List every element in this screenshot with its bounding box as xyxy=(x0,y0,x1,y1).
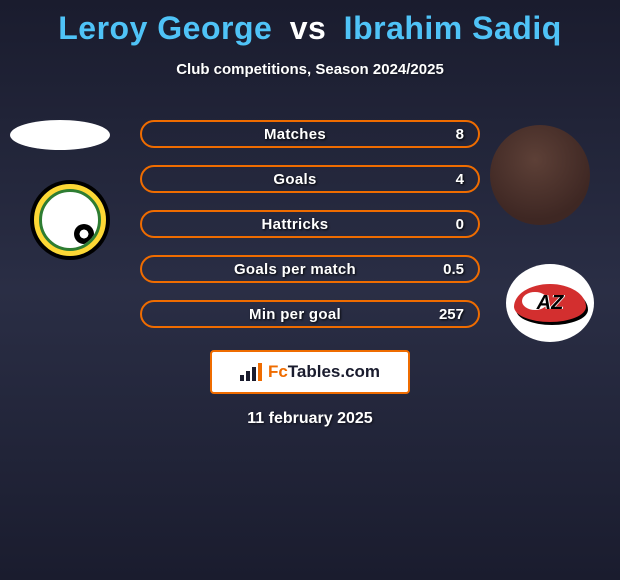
stat-label: Min per goal xyxy=(156,306,434,323)
fortuna-sittard-crest xyxy=(30,180,110,260)
stat-value: 0 xyxy=(434,216,464,233)
stat-label: Matches xyxy=(156,126,434,143)
bar-chart-icon xyxy=(240,363,262,381)
stat-label: Goals per match xyxy=(156,261,434,278)
stat-label: Goals xyxy=(156,171,434,188)
player1-name: Leroy George xyxy=(58,10,272,46)
stat-row-goals-per-match: Goals per match 0.5 xyxy=(140,255,480,283)
subtitle: Club competitions, Season 2024/2025 xyxy=(0,61,620,78)
fctables-logo[interactable]: FcTables.com xyxy=(210,350,410,394)
vs-label: vs xyxy=(290,10,327,46)
stat-value: 4 xyxy=(434,171,464,188)
stat-value: 257 xyxy=(434,306,464,323)
player1-avatar-placeholder xyxy=(10,120,110,150)
player2-avatar xyxy=(490,125,590,225)
stat-row-goals: Goals 4 xyxy=(140,165,480,193)
stat-label: Hattricks xyxy=(156,216,434,233)
player2-name: Ibrahim Sadiq xyxy=(344,10,562,46)
stat-row-min-per-goal: Min per goal 257 xyxy=(140,300,480,328)
az-logo-text: AZ xyxy=(537,292,564,315)
stat-value: 0.5 xyxy=(434,261,464,278)
az-alkmaar-crest: AZ xyxy=(506,264,594,342)
stat-row-hattricks: Hattricks 0 xyxy=(140,210,480,238)
stat-value: 8 xyxy=(434,126,464,143)
comparison-title: Leroy George vs Ibrahim Sadiq xyxy=(0,0,620,47)
comparison-date: 11 february 2025 xyxy=(0,410,620,428)
stat-row-matches: Matches 8 xyxy=(140,120,480,148)
fctables-logo-text: FcTables.com xyxy=(268,362,380,382)
